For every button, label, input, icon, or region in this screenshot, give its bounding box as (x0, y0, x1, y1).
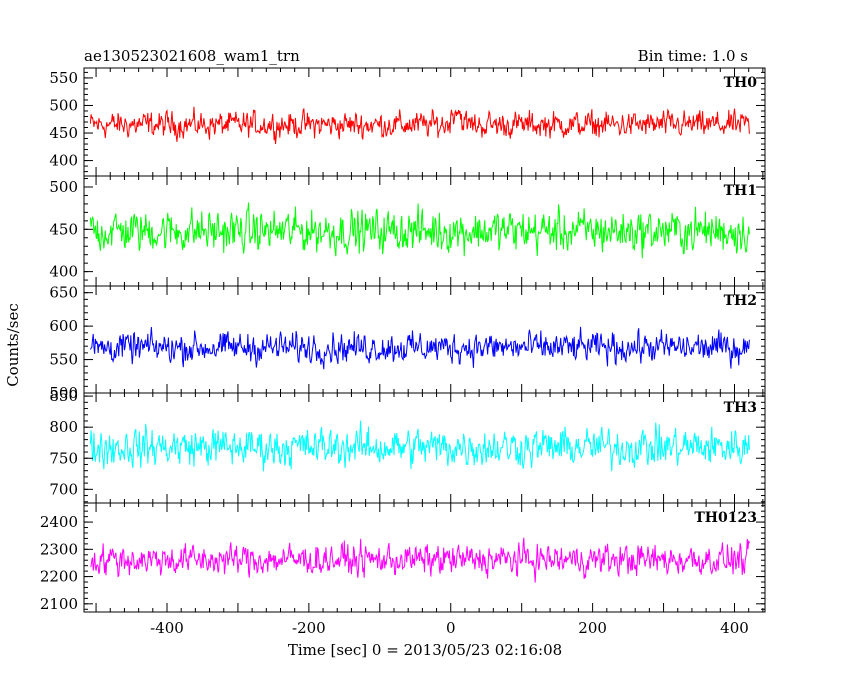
panel-label: TH3 (724, 400, 757, 416)
y-tick-label: 2100 (40, 595, 78, 613)
panel-label: TH0 (724, 75, 758, 91)
y-tick-label: 500 (49, 178, 78, 196)
panel-label: TH0123 (694, 510, 757, 526)
y-tick-label: 850 (49, 387, 78, 405)
panel-stack: 400 450 500 550 TH0 400 450 500 TH1 500 550 600 650 T… (40, 67, 766, 613)
y-tick-label: 400 (49, 263, 78, 281)
y-tick-label: 550 (49, 351, 78, 369)
y-tick-label: 400 (49, 152, 78, 170)
y-tick-label: 2200 (40, 568, 78, 586)
x-tick-label: 200 (578, 619, 607, 637)
panel-label: TH2 (724, 293, 757, 309)
x-axis-label: Time [sec] 0 = 2013/05/23 02:16:08 (288, 641, 562, 659)
panel-frame (83, 502, 766, 613)
panel-th3: 700 750 800 850 TH3 (49, 387, 766, 504)
y-tick-label: 550 (49, 69, 78, 87)
x-tick-label: 0 (446, 619, 456, 637)
y-axis-label: Counts/sec (4, 303, 22, 387)
x-tick-label: 400 (720, 619, 749, 637)
panel-frame (83, 285, 766, 394)
series-line-th2 (89, 326, 750, 370)
y-tick-label: 700 (49, 480, 78, 498)
series-line-th0123 (90, 537, 750, 583)
panel-th1: 400 450 500 TH1 (49, 175, 766, 287)
y-tick-label: 2300 (40, 540, 78, 558)
x-tick-label: -400 (150, 619, 184, 637)
series-line-th3 (89, 420, 750, 472)
y-tick-label: 2400 (40, 513, 78, 531)
series-line-th1 (89, 202, 750, 259)
y-tick-label: 500 (49, 384, 78, 402)
y-tick-label: 500 (49, 96, 78, 114)
bin-time-label: Bin time: 1.0 s (638, 47, 748, 65)
x-axis: -400 -200 0 200 400 (150, 619, 749, 637)
y-tick-label: 750 (49, 449, 78, 467)
x-tick-label: -200 (292, 619, 326, 637)
panel-frame (83, 175, 766, 287)
panel-label: TH1 (724, 183, 757, 199)
panel-th0: 400 450 500 550 TH0 (49, 67, 766, 177)
panel-th0123: 2100 2200 2300 2400 TH0123 (40, 502, 766, 613)
y-tick-label: 650 (49, 284, 78, 302)
y-tick-label: 450 (49, 124, 78, 142)
chart-title: ae130523021608_wam1_trn (84, 47, 300, 65)
series-line-th0 (89, 106, 750, 145)
y-tick-label: 450 (49, 220, 78, 238)
panel-th2: 500 550 600 650 TH2 (49, 284, 766, 402)
y-tick-label: 600 (49, 317, 78, 335)
y-tick-label: 800 (49, 418, 78, 436)
